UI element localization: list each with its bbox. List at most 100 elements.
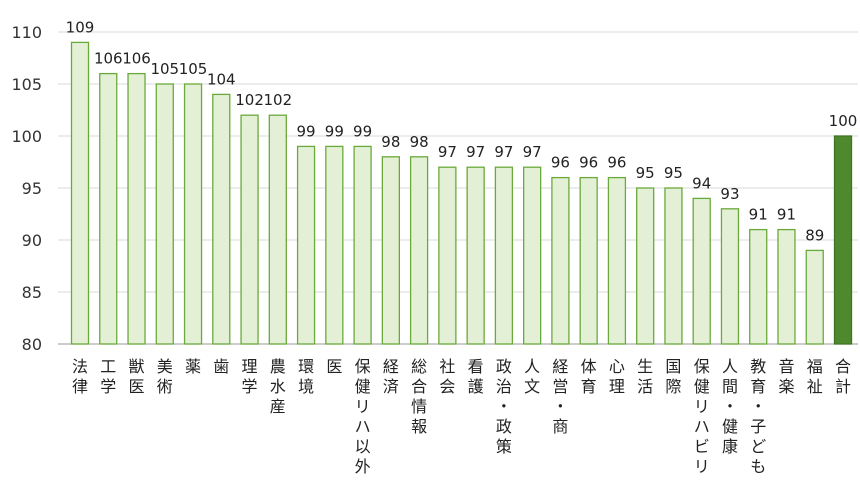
category-label: 人間・健康 bbox=[722, 357, 738, 456]
category-label-char: 人 bbox=[722, 357, 738, 376]
y-axis-ticks: 80 85 90 95 100 105 110 bbox=[11, 23, 42, 354]
category-label-char: 護 bbox=[468, 377, 484, 396]
category-label-char: 楽 bbox=[778, 377, 794, 396]
data-label: 96 bbox=[607, 154, 626, 172]
category-label-char: 際 bbox=[665, 377, 681, 396]
data-label: 96 bbox=[551, 154, 570, 172]
category-label-char: 体 bbox=[581, 357, 597, 376]
category-label-char: ハ bbox=[694, 417, 710, 436]
category-label: 薬 bbox=[185, 357, 201, 376]
bars bbox=[70, 41, 853, 345]
category-label-char: ど bbox=[750, 437, 766, 456]
category-label-char: 教 bbox=[750, 357, 766, 376]
data-label: 99 bbox=[353, 122, 372, 140]
category-label-char: 育 bbox=[750, 377, 766, 396]
bar bbox=[522, 166, 542, 345]
data-label: 98 bbox=[381, 133, 400, 151]
bar bbox=[212, 93, 231, 345]
category-label-char: 合 bbox=[835, 357, 851, 376]
category-label-char: 育 bbox=[581, 377, 597, 396]
bar bbox=[70, 41, 90, 345]
category-label-char: 情 bbox=[411, 397, 427, 416]
bar bbox=[268, 114, 287, 345]
category-label: 心理 bbox=[609, 357, 625, 396]
y-tick-label: 100 bbox=[11, 127, 42, 146]
category-label-char: 以 bbox=[355, 437, 371, 456]
data-label: 106 bbox=[94, 50, 123, 68]
category-label-char: 健 bbox=[355, 377, 371, 396]
y-tick-label: 90 bbox=[22, 231, 42, 250]
bar bbox=[664, 187, 683, 345]
category-label-char: 医 bbox=[326, 357, 342, 376]
category-label-char: 生 bbox=[637, 357, 653, 376]
category-label-char: 心 bbox=[609, 357, 625, 376]
category-label: 教育・子ども bbox=[750, 357, 766, 476]
category-label: 国際 bbox=[665, 357, 681, 396]
category-label-char: 経 bbox=[383, 357, 399, 376]
category-label-char: ・ bbox=[496, 397, 512, 416]
bar bbox=[438, 166, 457, 345]
category-label-char: 治 bbox=[496, 377, 512, 396]
category-label: 歯 bbox=[213, 357, 229, 376]
category-label-char: 総 bbox=[411, 357, 427, 376]
category-label-char: 祉 bbox=[807, 377, 823, 396]
bar bbox=[805, 249, 824, 345]
category-label-char: リ bbox=[355, 397, 371, 416]
category-label-char: 理 bbox=[242, 357, 258, 376]
category-label-char: 文 bbox=[524, 377, 540, 396]
category-label: 体育 bbox=[581, 357, 597, 396]
data-label: 97 bbox=[523, 143, 542, 161]
category-label-char: 音 bbox=[778, 357, 794, 376]
category-label-char: 政 bbox=[496, 357, 512, 376]
category-label-char: 術 bbox=[157, 377, 173, 396]
category-label-char: 間 bbox=[722, 377, 738, 396]
category-label-char: 報 bbox=[411, 417, 427, 436]
category-label: 福祉 bbox=[807, 357, 823, 396]
data-label: 100 bbox=[829, 112, 858, 130]
bar-total bbox=[833, 135, 853, 345]
data-label: 104 bbox=[207, 70, 236, 88]
data-label: 97 bbox=[466, 143, 485, 161]
category-label: 獣医 bbox=[129, 357, 145, 396]
y-tick-label: 80 bbox=[22, 335, 42, 354]
data-label: 97 bbox=[438, 143, 457, 161]
data-label: 89 bbox=[805, 226, 824, 244]
category-label: 理学 bbox=[242, 357, 258, 396]
category-label: 政治・政策 bbox=[496, 357, 512, 456]
category-label-char: 工 bbox=[100, 357, 116, 376]
category-label-char: ・ bbox=[552, 397, 568, 416]
category-label: 法律 bbox=[72, 357, 88, 396]
category-label-char: 水 bbox=[270, 377, 286, 396]
bar bbox=[381, 156, 401, 345]
category-label-char: 産 bbox=[270, 397, 286, 416]
bar bbox=[777, 228, 796, 345]
bar bbox=[296, 145, 316, 345]
category-label-char: ・ bbox=[722, 397, 738, 416]
category-labels: 法律工学獣医美術薬歯理学農水産環境医 保健リハ以外経済総合情報社会看護政治・政策人… bbox=[72, 357, 851, 476]
category-label-char: 歯 bbox=[213, 357, 229, 376]
bar bbox=[607, 176, 627, 345]
data-label: 102 bbox=[263, 91, 292, 109]
data-label: 97 bbox=[494, 143, 513, 161]
bar bbox=[749, 228, 768, 345]
category-label: 工学 bbox=[100, 357, 116, 396]
data-label: 106 bbox=[122, 50, 151, 68]
category-label: 経営・商 bbox=[552, 357, 568, 436]
category-label: 農水産 bbox=[270, 357, 286, 416]
category-label-char: 経 bbox=[552, 357, 568, 376]
data-label: 96 bbox=[579, 154, 598, 172]
category-label: 保健リハ以外 bbox=[355, 357, 371, 476]
bar bbox=[127, 72, 146, 345]
category-label: 総合情報 bbox=[411, 357, 427, 436]
data-label: 109 bbox=[66, 18, 95, 36]
y-tick-label: 95 bbox=[22, 179, 42, 198]
category-label-char: 国 bbox=[665, 357, 681, 376]
category-label: 社会 bbox=[439, 357, 455, 396]
category-label: 経済 bbox=[383, 357, 399, 396]
data-label: 95 bbox=[664, 164, 683, 182]
category-label-char: 活 bbox=[637, 377, 653, 396]
bar bbox=[155, 83, 174, 345]
